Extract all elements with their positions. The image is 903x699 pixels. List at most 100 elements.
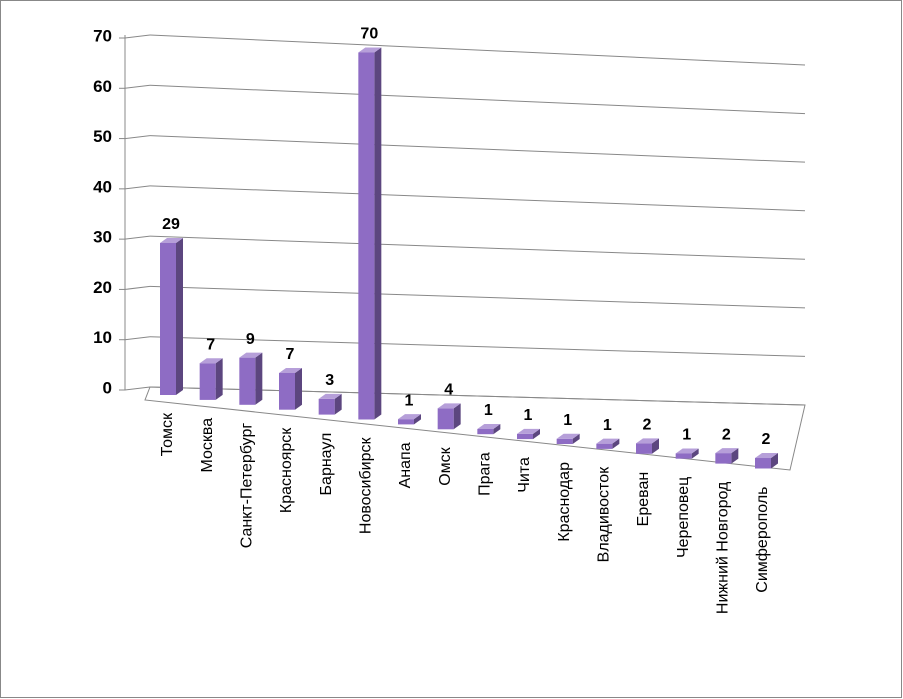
bar-top: [437, 403, 461, 409]
bar: [398, 419, 414, 425]
bar-top: [318, 393, 342, 399]
value-label: 1: [484, 402, 493, 419]
bar: [755, 458, 771, 469]
grid-line: [149, 135, 806, 163]
x-tick-label: Ереван: [635, 472, 652, 527]
bar: [596, 443, 613, 449]
grid-line: [149, 235, 806, 260]
bar-side: [652, 438, 659, 454]
bar-side: [453, 403, 461, 430]
bar-top: [755, 453, 778, 459]
value-label: 7: [286, 346, 295, 363]
grid-line: [124, 386, 151, 391]
bar: [556, 438, 573, 444]
bar-side: [731, 448, 739, 464]
grid-line: [124, 84, 151, 89]
x-tick-label: Анапа: [397, 442, 414, 488]
x-tick-label: Краснодар: [556, 462, 573, 542]
grid-line: [124, 285, 151, 290]
bar: [636, 443, 652, 454]
bar-top: [675, 448, 699, 454]
bar-top: [358, 47, 382, 53]
bar-side: [691, 448, 699, 459]
value-label: 29: [162, 216, 180, 233]
bar: [358, 52, 375, 420]
x-tick-label: Прага: [477, 452, 494, 496]
grid-line: [149, 185, 806, 212]
bar-side: [176, 237, 183, 395]
x-tick-label: Красноярск: [278, 427, 295, 513]
bar: [437, 408, 454, 430]
value-label: 4: [444, 382, 453, 399]
bar-side: [533, 428, 540, 440]
value-label: 7: [206, 336, 215, 353]
bar-top: [556, 433, 580, 439]
bar-top: [517, 428, 540, 434]
value-label: 1: [603, 417, 612, 434]
x-tick-label: Симферополь: [754, 487, 771, 593]
y-tick-label: 60: [93, 77, 112, 96]
bar-side: [572, 433, 580, 444]
value-label: 2: [643, 417, 652, 434]
y-tick-label: 10: [93, 328, 112, 347]
bar-top: [199, 358, 223, 364]
value-label: 1: [405, 392, 414, 409]
x-tick-label: Барнаул: [318, 433, 335, 496]
value-label: 2: [722, 426, 731, 443]
x-tick-label: Чита: [516, 457, 533, 493]
x-tick-label: Москва: [199, 418, 216, 473]
x-tick-label: Владивосток: [596, 466, 613, 562]
bar-side: [255, 352, 263, 405]
grid-line: [149, 84, 806, 115]
y-tick-label: 50: [93, 127, 112, 146]
bar: [279, 373, 295, 410]
grid-line: [149, 285, 806, 309]
bar-top: [596, 438, 620, 444]
y-tick-label: 70: [93, 26, 112, 45]
bar: [675, 453, 692, 459]
bar: [199, 363, 216, 400]
x-tick-label: Новосибирск: [358, 437, 375, 535]
grid-line: [149, 34, 806, 66]
value-label: 9: [246, 331, 255, 348]
x-tick-label: Санкт-Петербург: [239, 423, 256, 549]
bar-side: [414, 414, 421, 425]
bar: [239, 357, 256, 405]
value-label: 2: [762, 431, 771, 448]
x-tick-label: Череповец: [675, 477, 692, 558]
bar-top: [239, 352, 263, 358]
bar-top: [160, 237, 183, 243]
y-tick-label: 40: [93, 177, 112, 196]
bar: [517, 433, 533, 440]
grid-line: [124, 336, 151, 341]
bar-side: [493, 423, 501, 435]
bar: [160, 242, 176, 395]
bar-side: [771, 453, 778, 469]
grid-line: [124, 235, 151, 240]
bar-side: [295, 368, 302, 410]
y-tick-label: 20: [93, 278, 112, 297]
value-label: 1: [682, 427, 691, 444]
value-label: 1: [524, 407, 533, 424]
bar: [318, 398, 335, 415]
bar-top: [636, 438, 659, 444]
bar-side: [215, 358, 223, 400]
x-tick-label: Омск: [437, 446, 454, 485]
grid-line: [124, 135, 151, 140]
x-tick-label: Нижний Новгород: [715, 481, 732, 614]
value-label: 70: [360, 26, 378, 43]
bar-top: [715, 448, 739, 454]
value-label: 1: [563, 412, 572, 429]
y-tick-label: 30: [93, 228, 112, 247]
bar-top: [279, 368, 302, 373]
x-tick-label: Томск: [159, 412, 176, 456]
value-label: 3: [325, 372, 334, 389]
grid-line: [124, 34, 151, 39]
grid-line: [124, 185, 151, 190]
bar: [477, 428, 494, 435]
bar: [715, 453, 732, 464]
grid-line: [149, 336, 806, 357]
